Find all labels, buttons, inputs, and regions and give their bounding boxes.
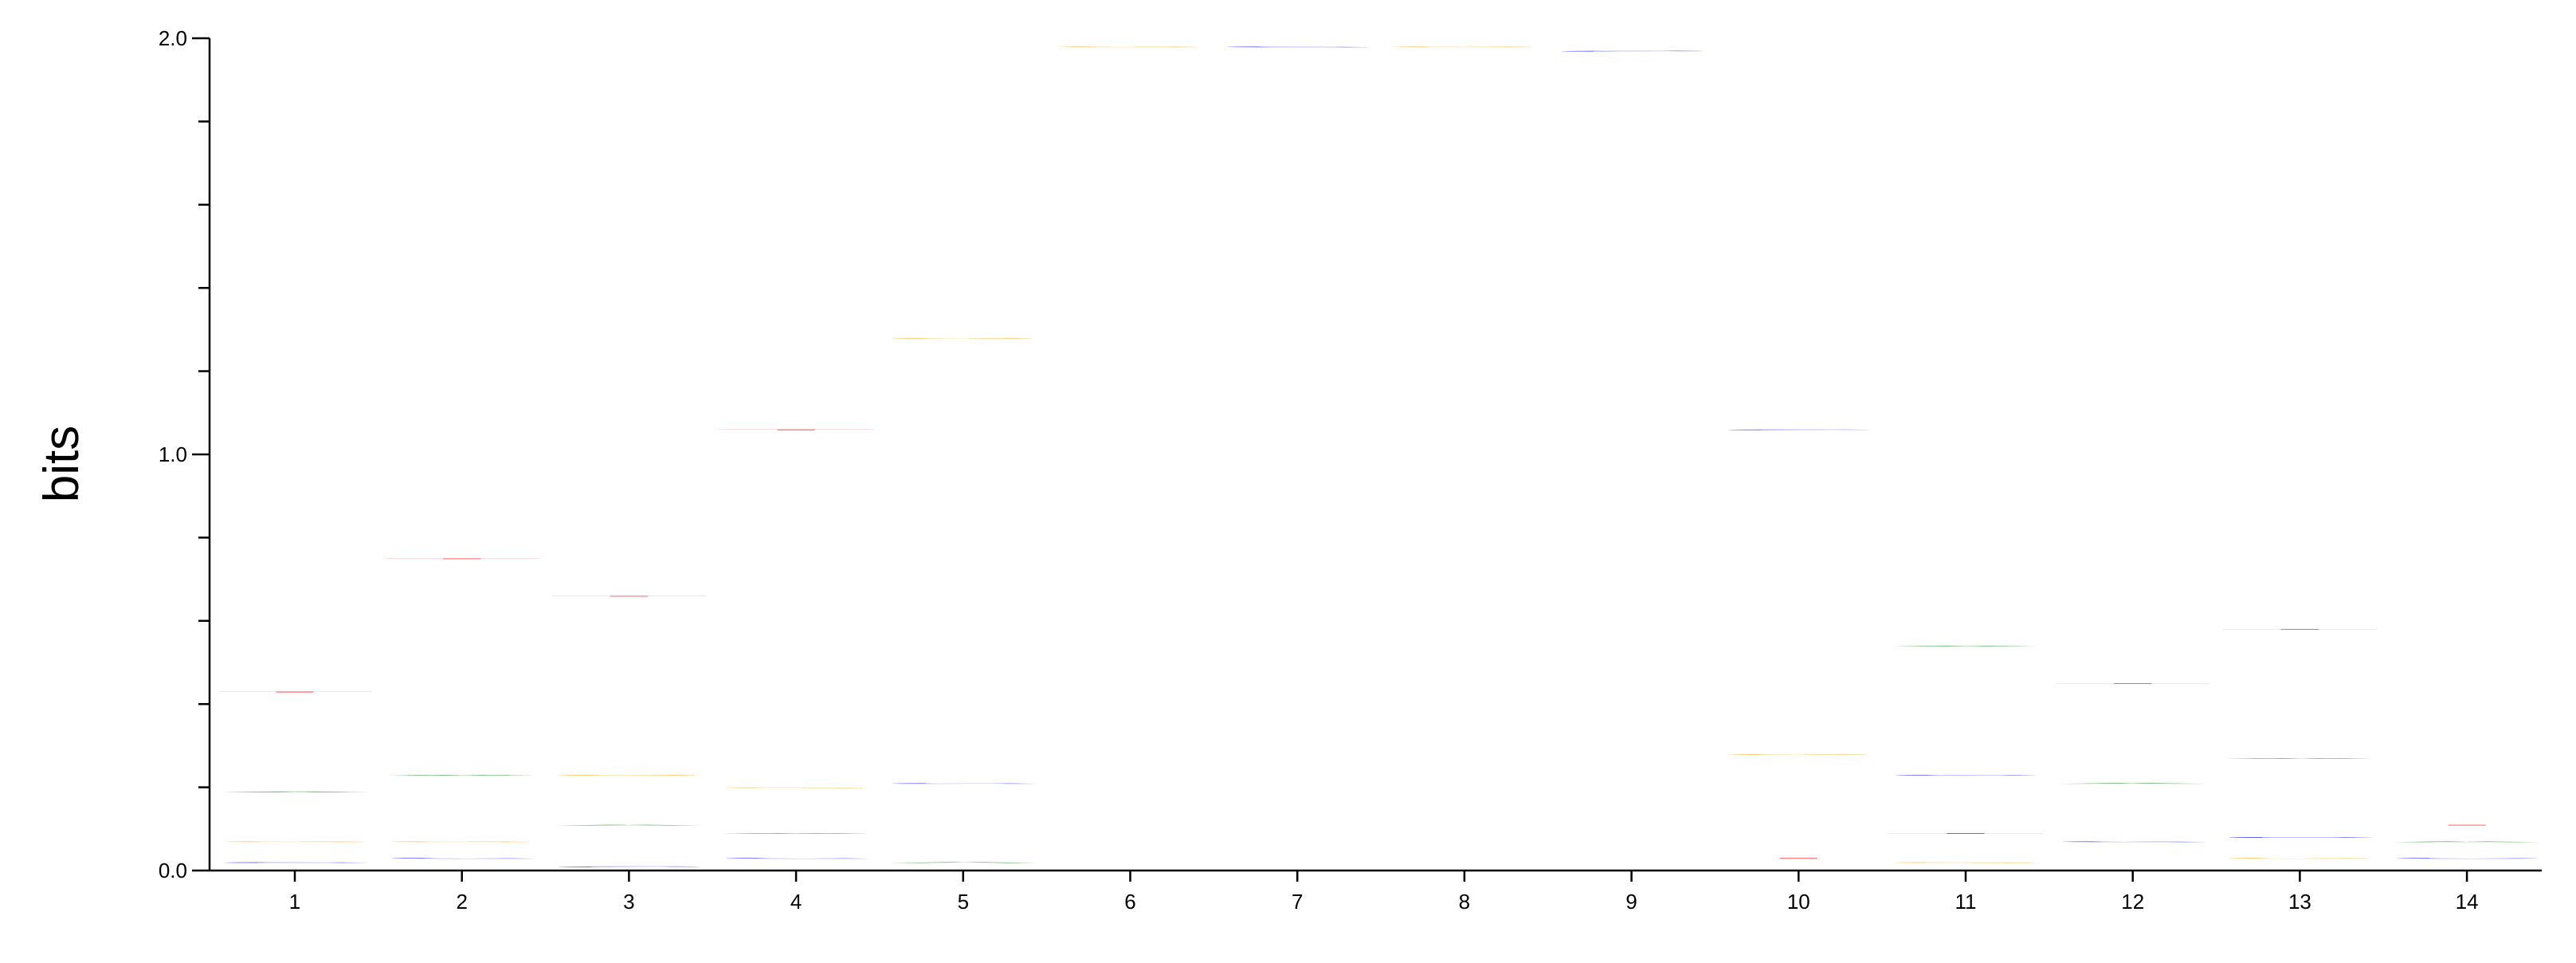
- logo-column: G C A T: [2220, 629, 2379, 859]
- logo-letter: T: [2387, 824, 2547, 825]
- logo-column: TGC: [1719, 430, 1878, 859]
- logo-letter: G: [884, 338, 1043, 339]
- logo-letter: C: [884, 783, 1043, 784]
- logo-letter: A: [2387, 841, 2547, 842]
- logo-letter: C: [2387, 858, 2547, 859]
- x-tick-label: 14: [2456, 890, 2479, 914]
- x-tick-label: 9: [1625, 890, 1637, 914]
- logo-column: G: [1385, 46, 1544, 47]
- x-tick-label: 11: [1955, 890, 1977, 914]
- logo-letter: G: [1886, 862, 2045, 863]
- x-tick-label: 12: [2121, 890, 2144, 914]
- logo-column: G T C A: [1886, 646, 2045, 863]
- logo-letter: C: [382, 858, 542, 859]
- x-tick-label: 4: [790, 890, 802, 914]
- x-tick-label: 10: [1787, 890, 1810, 914]
- logo-letter: G: [1385, 46, 1544, 47]
- y-axis: 0.0 1.0 2.0: [159, 26, 211, 882]
- logo-letter: G: [716, 787, 876, 788]
- logo-letter: A: [2053, 783, 2213, 784]
- logo-letter: T: [1719, 858, 1878, 859]
- logo-letter: A: [1886, 646, 2045, 647]
- logo-letter: A: [716, 833, 876, 834]
- y-tick-label: 2.0: [159, 26, 187, 50]
- logo-column: C: [1217, 46, 1377, 47]
- x-tick-label: 6: [1124, 890, 1135, 914]
- y-axis-label: bits: [34, 426, 89, 502]
- logo-column: C: [1552, 51, 1711, 52]
- logo-letter: T: [2220, 629, 2379, 630]
- y-tick-label: 0.0: [159, 859, 187, 882]
- logo-letter: A: [2220, 758, 2379, 759]
- logo-letter: G: [1051, 46, 1210, 47]
- x-tick-label: 3: [623, 890, 634, 914]
- x-tick-label: 8: [1459, 890, 1470, 914]
- logo-letter: C: [1217, 46, 1377, 47]
- logo-letter: T: [1886, 833, 2045, 834]
- logo-letter: T: [382, 558, 542, 559]
- logo-letter: T: [2053, 683, 2213, 684]
- x-tick-label: 7: [1292, 890, 1303, 914]
- logo-letter: C: [215, 862, 374, 863]
- logo-letter: C: [1552, 51, 1711, 52]
- logo-letter: G: [382, 841, 542, 842]
- logo-letter: G: [549, 775, 708, 776]
- logo-letter: G: [215, 841, 374, 842]
- logo-letter: C: [2053, 841, 2213, 842]
- logo-letter: C: [716, 858, 876, 859]
- logo-column: C A T: [2053, 683, 2213, 842]
- logo-letter: A: [382, 775, 542, 776]
- logo-letter: A: [549, 824, 708, 825]
- x-axis: 1 2 3 4 5 6 7 8 9 10 11 12 13 14: [210, 869, 2542, 914]
- logo-column: C A T: [2387, 824, 2547, 859]
- logo-letter: G: [1719, 754, 1878, 755]
- logo-letter: T: [215, 691, 374, 692]
- x-tick-label: 5: [958, 890, 969, 914]
- y-tick-label: 1.0: [159, 442, 187, 466]
- logo-letter: C: [2220, 837, 2379, 838]
- logo-column: G: [1051, 46, 1210, 47]
- logo-letter: G: [2220, 858, 2379, 859]
- logo-column: C G A T: [382, 558, 542, 859]
- logo-letter: A: [884, 862, 1043, 863]
- logo-letter: C: [1886, 775, 2045, 776]
- x-tick-label: 1: [289, 890, 300, 914]
- logo-letter: T: [549, 595, 708, 596]
- x-tick-label: 13: [2288, 890, 2311, 914]
- logo-column: A C G: [884, 338, 1043, 863]
- x-tick-label: 2: [456, 890, 467, 914]
